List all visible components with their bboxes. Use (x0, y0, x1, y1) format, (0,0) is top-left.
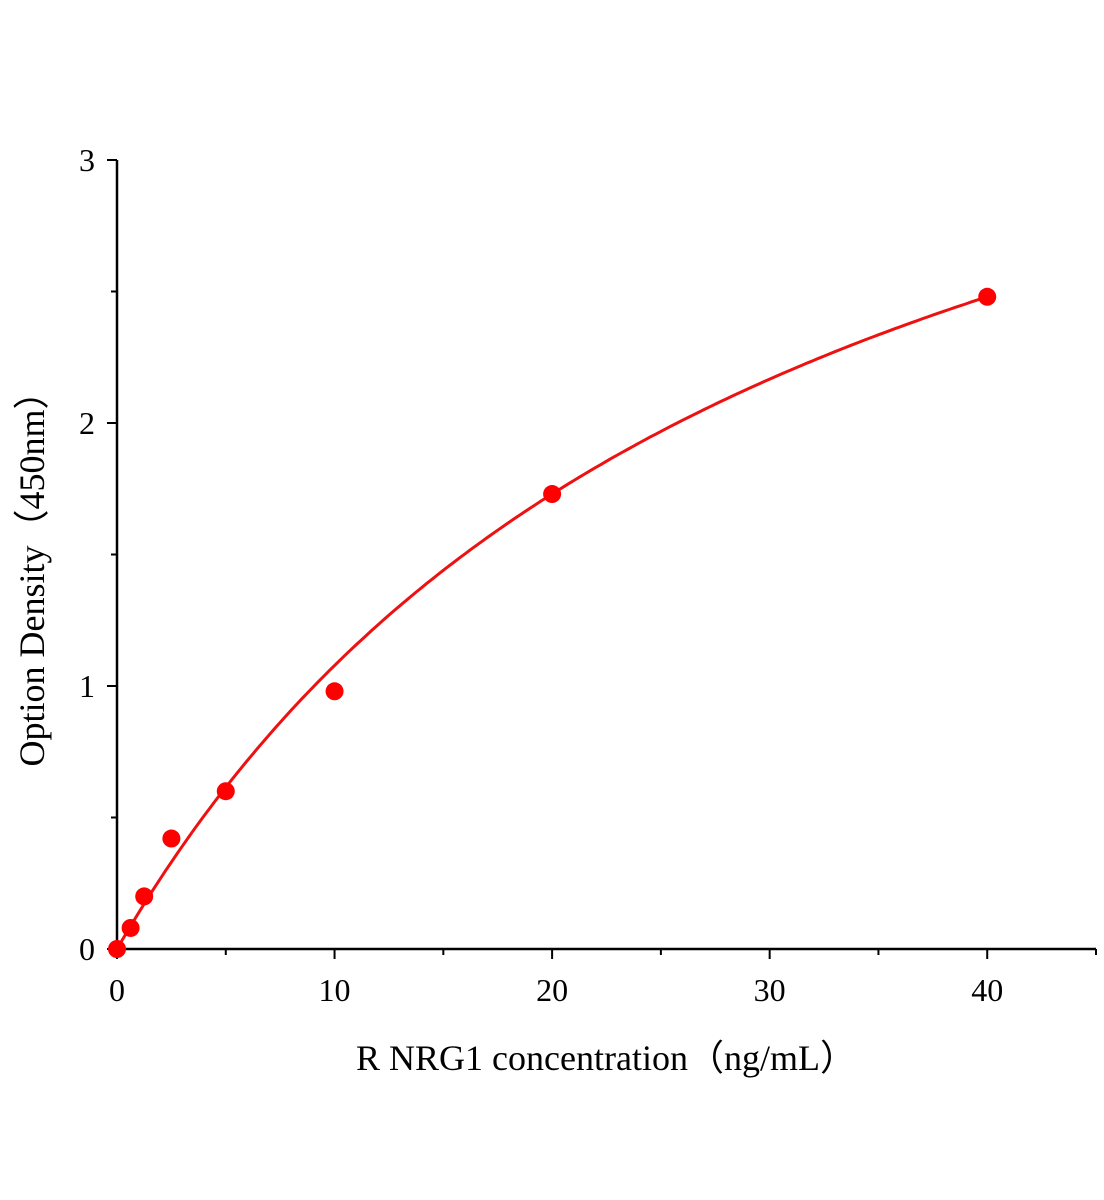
data-point (162, 829, 181, 848)
x-tick-label: 10 (319, 972, 351, 1008)
x-axis-label: R NRG1 concentration（ng/mL） (356, 1038, 856, 1078)
y-tick-label: 2 (79, 405, 95, 441)
x-tick-label: 0 (109, 972, 125, 1008)
y-axis-label: Option Density（450nm） (12, 374, 52, 767)
x-tick-label: 40 (971, 972, 1003, 1008)
x-tick-label: 20 (536, 972, 568, 1008)
data-point (216, 782, 235, 801)
axes: 0 10 20 30 40 0 1 2 3 (79, 142, 1097, 1008)
fit-curve (115, 295, 988, 950)
data-points (108, 287, 997, 958)
y-tick-label: 1 (79, 668, 95, 704)
y-tick-label: 0 (79, 931, 95, 967)
data-point (121, 918, 140, 937)
x-tick-label: 30 (754, 972, 786, 1008)
y-tick-label: 3 (79, 142, 95, 178)
data-point (978, 287, 997, 306)
data-point (543, 485, 562, 504)
data-point (135, 887, 154, 906)
data-point (108, 940, 126, 958)
data-point (325, 682, 344, 701)
